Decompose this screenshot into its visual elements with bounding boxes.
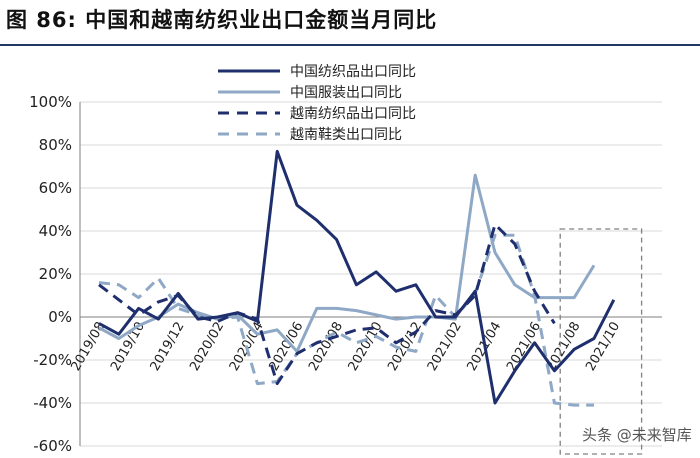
x-tick-label: 2021/02 (425, 320, 465, 374)
y-tick-label: 100% (29, 93, 72, 111)
legend-label: 中国服装出口同比 (290, 85, 402, 101)
figure-title: 图 86: 中国和越南纺织业出口金额当月同比 (6, 8, 438, 32)
x-tick-label: 2020/02 (187, 320, 227, 374)
legend-label: 越南纺织品出口同比 (290, 106, 416, 122)
legend-label: 越南鞋类出口同比 (290, 127, 402, 143)
highlight-box (559, 228, 643, 455)
x-tick-label: 2019/10 (108, 320, 148, 374)
series-line-4 (98, 233, 594, 407)
y-tick-label: 0% (48, 308, 72, 326)
y-tick-label: -60% (33, 437, 72, 455)
watermark: 头条 @未来智库 (582, 426, 692, 444)
x-tick-label: 2019/12 (148, 320, 188, 374)
y-tick-label: 20% (39, 265, 72, 283)
x-tick-label: 2020/12 (385, 320, 425, 374)
y-tick-label: 40% (39, 222, 72, 240)
series-layer (98, 149, 616, 407)
highlight-box-layer (559, 228, 643, 455)
x-tick-label: 2019/08 (68, 320, 108, 374)
y-tick-label: 80% (39, 136, 72, 154)
series-line-1 (98, 149, 616, 405)
x-tick-label: 2021/10 (583, 320, 623, 374)
series-line-2 (98, 173, 596, 353)
y-tick-label: 60% (39, 179, 72, 197)
series-line-3 (98, 223, 556, 386)
legend-label: 中国纺织品出口同比 (290, 64, 416, 80)
y-tick-label: -20% (33, 351, 72, 369)
title-divider (0, 44, 700, 46)
y-tick-label: -40% (33, 394, 72, 412)
